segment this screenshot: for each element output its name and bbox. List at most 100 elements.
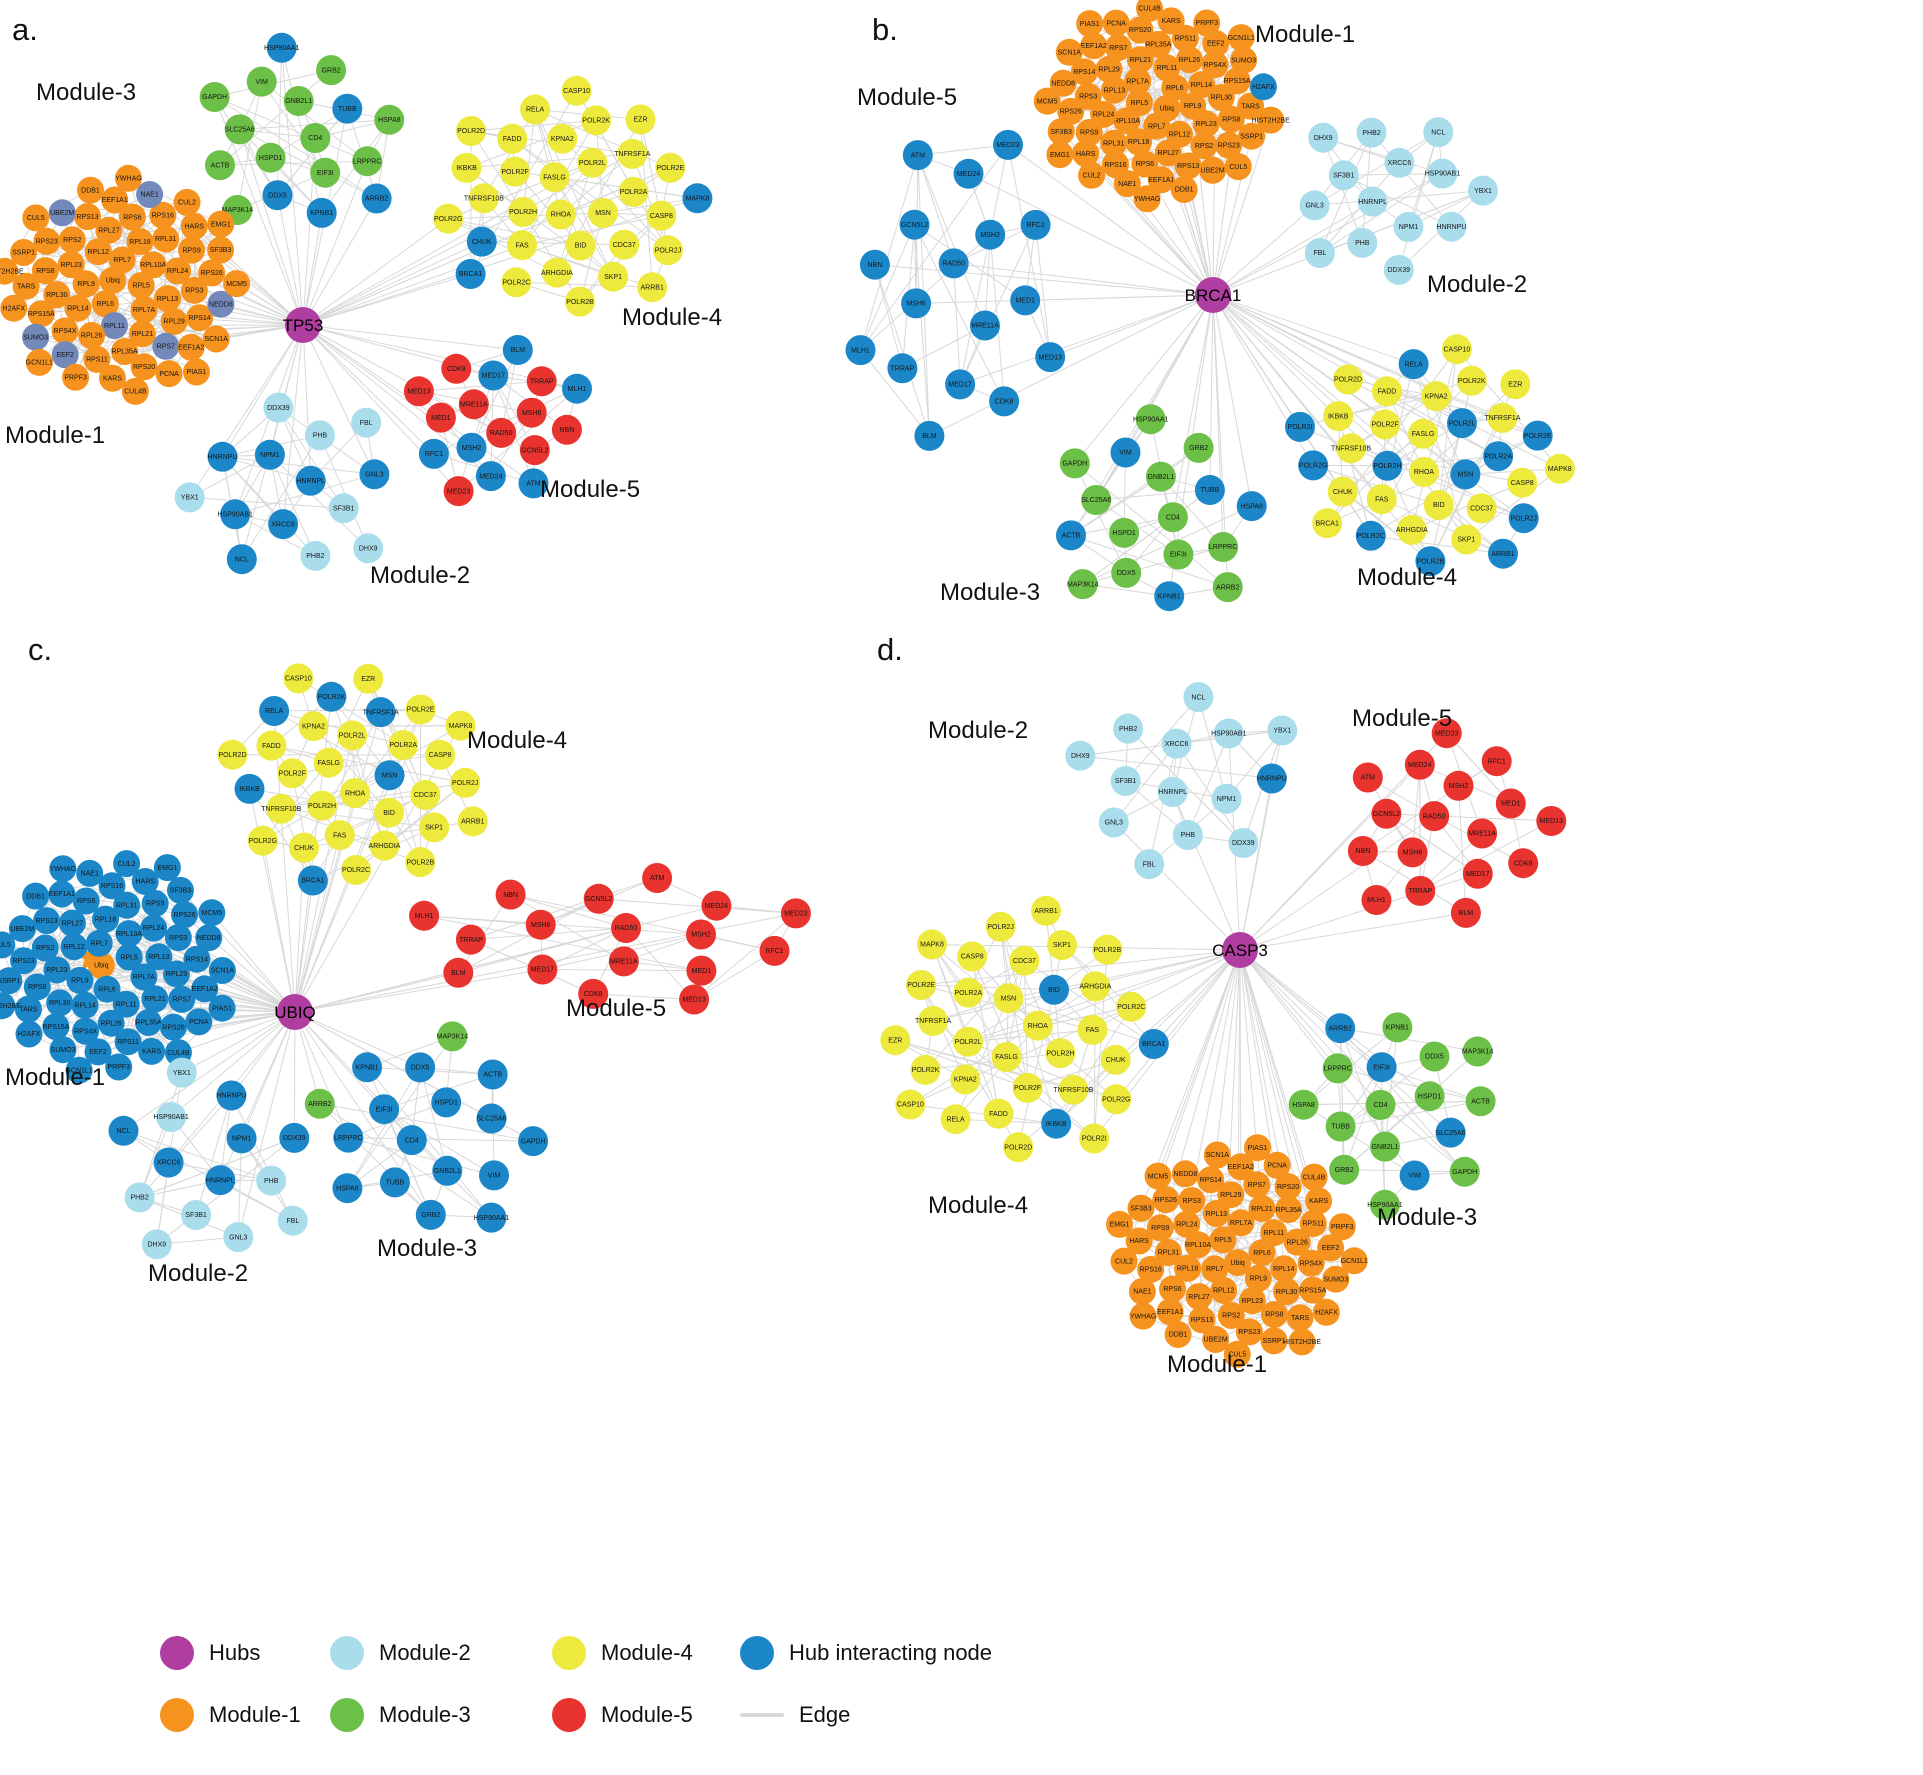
node-RPS2[interactable] <box>1190 132 1218 160</box>
node-RELA[interactable] <box>940 1104 971 1135</box>
node-MED17[interactable] <box>945 369 976 400</box>
node-HSPA8[interactable] <box>1236 491 1267 522</box>
node-RPL31[interactable] <box>152 225 180 253</box>
node-BRCA1[interactable] <box>297 865 328 896</box>
node-HARS[interactable] <box>131 868 159 895</box>
node-NCL[interactable] <box>1183 682 1214 713</box>
node-KPNA2[interactable] <box>547 123 578 154</box>
node-NBN[interactable] <box>551 414 582 445</box>
node-POLR2G[interactable] <box>433 203 464 234</box>
node-RPS9[interactable] <box>141 890 169 917</box>
node-BLM[interactable] <box>502 335 533 365</box>
node-RELA[interactable] <box>1398 349 1429 380</box>
node-RPL24[interactable] <box>140 914 168 942</box>
node-POLR2C[interactable] <box>501 267 532 298</box>
node-PHB[interactable] <box>1172 820 1203 850</box>
node-RPL24[interactable] <box>1090 100 1118 128</box>
node-RPS13[interactable] <box>33 907 61 935</box>
node-CASP10[interactable] <box>1441 334 1472 365</box>
node-NPM1[interactable] <box>1211 783 1242 814</box>
node-POLR2B[interactable] <box>405 847 436 878</box>
node-RPS23[interactable] <box>1235 1318 1263 1346</box>
node-YBX1[interactable] <box>174 482 205 513</box>
node-GNB2L1[interactable] <box>432 1155 463 1186</box>
node-FASLG[interactable] <box>1408 418 1439 449</box>
node-MSH6[interactable] <box>1397 837 1428 868</box>
node-MSH6[interactable] <box>516 397 547 428</box>
node-GNB2L1[interactable] <box>283 86 314 116</box>
node-RPL27[interactable] <box>1154 139 1182 167</box>
node-RPL12[interactable] <box>1210 1277 1238 1304</box>
node-HSPD1[interactable] <box>255 142 286 173</box>
node-RPL5[interactable] <box>1209 1226 1237 1254</box>
node-RPL35A[interactable] <box>111 338 139 365</box>
node-CASP8[interactable] <box>957 941 988 972</box>
node-TARS[interactable] <box>1286 1304 1314 1332</box>
node-POLR2F[interactable] <box>500 156 530 187</box>
node-POLR2F[interactable] <box>1370 409 1401 440</box>
node-RPL31[interactable] <box>113 891 141 919</box>
node-RPL18[interactable] <box>126 228 154 256</box>
node-UBE2M[interactable] <box>1199 156 1227 184</box>
node-FADD[interactable] <box>497 123 528 154</box>
node-HIST2H2BE[interactable] <box>0 257 19 285</box>
node-H2AFX[interactable] <box>0 294 28 322</box>
node-ACTB[interactable] <box>1056 520 1086 551</box>
node-RPS2[interactable] <box>31 934 59 962</box>
node-SKP1[interactable] <box>1451 524 1482 555</box>
node-ARHGDIA[interactable] <box>1396 514 1427 545</box>
node-MED1[interactable] <box>1010 285 1041 316</box>
node-RPS6[interactable] <box>72 887 100 915</box>
node-POLR2E[interactable] <box>1522 420 1553 451</box>
node-RPS3[interactable] <box>1074 82 1102 110</box>
node-GRB2[interactable] <box>1183 432 1214 463</box>
node-GCN1L1[interactable] <box>1340 1247 1368 1275</box>
hub-node-TP53[interactable] <box>285 307 321 343</box>
node-RFC1[interactable] <box>418 438 449 469</box>
node-UBE2M[interactable] <box>48 199 76 227</box>
node-DDX39[interactable] <box>263 392 294 423</box>
node-CDC37[interactable] <box>1009 945 1040 976</box>
node-SLC25A6[interactable] <box>1435 1117 1466 1148</box>
node-EIF3I[interactable] <box>310 157 341 188</box>
node-MSN[interactable] <box>993 983 1024 1014</box>
node-MSN[interactable] <box>1450 459 1481 490</box>
node-RPL7[interactable] <box>108 246 136 274</box>
node-POLR2C[interactable] <box>341 855 371 885</box>
node-POLR2J[interactable] <box>985 911 1016 942</box>
node-HSPA8[interactable] <box>374 104 405 135</box>
node-RPS20[interactable] <box>1274 1173 1302 1201</box>
node-GCN1L1[interactable] <box>25 348 53 376</box>
node-MSH2[interactable] <box>686 919 716 950</box>
node-POLR2A[interactable] <box>1483 441 1514 472</box>
node-ARRB2[interactable] <box>1325 1013 1356 1044</box>
node-MED1[interactable] <box>686 955 717 986</box>
node-CDC37[interactable] <box>1466 493 1497 524</box>
node-CUL2[interactable] <box>113 850 141 878</box>
node-MAPK8[interactable] <box>682 183 713 214</box>
node-NBN[interactable] <box>859 249 890 280</box>
node-RPS11[interactable] <box>83 345 111 373</box>
node-FASLG[interactable] <box>313 747 344 778</box>
node-RPL24[interactable] <box>164 257 192 285</box>
node-KARS[interactable] <box>99 364 126 392</box>
node-BRCA1[interactable] <box>455 259 486 289</box>
node-GCN5L2[interactable] <box>899 209 930 240</box>
node-CDC37[interactable] <box>410 780 441 810</box>
node-MCM5[interactable] <box>1144 1162 1172 1190</box>
node-RPL7A[interactable] <box>130 296 158 324</box>
node-RAD50[interactable] <box>611 913 641 943</box>
node-SCN1A[interactable] <box>1055 38 1083 66</box>
node-PHB2[interactable] <box>1356 117 1387 148</box>
node-HSP90AA1[interactable] <box>1135 404 1166 435</box>
node-POLR2K[interactable] <box>581 105 612 136</box>
node-RPL5[interactable] <box>127 272 155 299</box>
node-RFC1[interactable] <box>759 935 790 966</box>
node-RFC1[interactable] <box>1020 209 1051 240</box>
node-FAS[interactable] <box>1366 484 1397 515</box>
node-YWHAG[interactable] <box>115 164 142 192</box>
node-EEF1A2[interactable] <box>191 975 219 1003</box>
node-KPNB1[interactable] <box>306 197 337 228</box>
node-RAD50[interactable] <box>1419 801 1450 832</box>
node-FAS[interactable] <box>507 230 538 261</box>
